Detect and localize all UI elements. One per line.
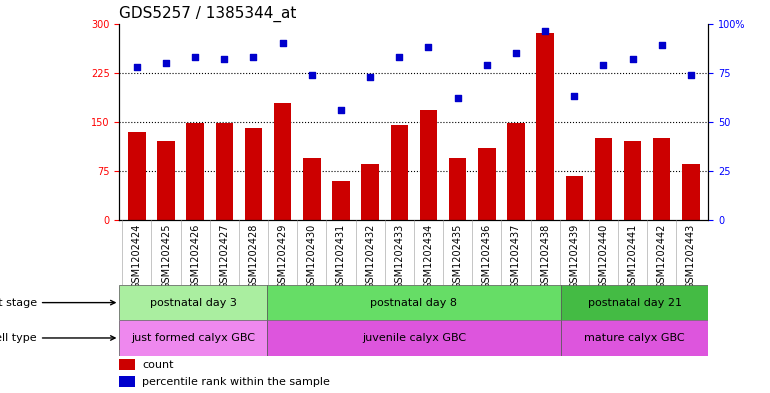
Bar [624, 141, 641, 220]
Point [189, 54, 201, 60]
Bar [507, 123, 524, 220]
Bar [594, 138, 612, 220]
Bar [119, 320, 266, 356]
Bar [361, 164, 379, 220]
Bar [653, 138, 671, 220]
Bar [119, 376, 135, 387]
Bar [565, 176, 583, 220]
Point [539, 28, 551, 35]
Point [480, 62, 493, 68]
Bar [332, 181, 350, 220]
Text: GSM1202435: GSM1202435 [453, 223, 463, 289]
Point [655, 42, 668, 48]
Bar [682, 164, 700, 220]
Bar [266, 285, 561, 320]
Bar [561, 320, 708, 356]
Text: GDS5257 / 1385344_at: GDS5257 / 1385344_at [119, 6, 296, 22]
Point [160, 60, 172, 66]
Point [451, 95, 464, 101]
Bar [157, 141, 175, 220]
Text: postnatal day 21: postnatal day 21 [588, 298, 681, 308]
Point [276, 40, 289, 46]
Point [335, 107, 347, 113]
Bar [537, 33, 554, 220]
Text: GSM1202437: GSM1202437 [511, 223, 521, 289]
Bar [390, 125, 408, 220]
Text: percentile rank within the sample: percentile rank within the sample [142, 377, 330, 387]
Text: GSM1202443: GSM1202443 [686, 223, 696, 288]
Text: GSM1202424: GSM1202424 [132, 223, 142, 289]
Text: GSM1202441: GSM1202441 [628, 223, 638, 288]
Text: GSM1202430: GSM1202430 [306, 223, 316, 288]
Point [393, 54, 406, 60]
Text: GSM1202429: GSM1202429 [278, 223, 288, 289]
Text: GSM1202434: GSM1202434 [424, 223, 434, 288]
Bar [128, 132, 146, 220]
Text: GSM1202439: GSM1202439 [569, 223, 579, 288]
Text: just formed calyx GBC: just formed calyx GBC [131, 333, 255, 343]
Text: GSM1202442: GSM1202442 [657, 223, 667, 289]
Text: GSM1202433: GSM1202433 [394, 223, 404, 288]
Point [627, 56, 639, 62]
Point [685, 72, 697, 78]
Text: GSM1202425: GSM1202425 [161, 223, 171, 289]
Text: mature calyx GBC: mature calyx GBC [584, 333, 685, 343]
Bar [303, 158, 320, 220]
Point [568, 93, 581, 99]
Bar [420, 110, 437, 220]
Point [422, 44, 434, 50]
Text: GSM1202432: GSM1202432 [365, 223, 375, 289]
Point [598, 62, 610, 68]
Point [131, 64, 143, 70]
Text: GSM1202438: GSM1202438 [540, 223, 550, 288]
Text: GSM1202426: GSM1202426 [190, 223, 200, 289]
Text: juvenile calyx GBC: juvenile calyx GBC [362, 333, 466, 343]
Text: GSM1202440: GSM1202440 [598, 223, 608, 288]
Bar [119, 359, 135, 370]
Point [510, 50, 522, 56]
Bar [216, 123, 233, 220]
Text: GSM1202431: GSM1202431 [336, 223, 346, 288]
Text: GSM1202436: GSM1202436 [482, 223, 492, 288]
Bar [266, 320, 561, 356]
Text: GSM1202427: GSM1202427 [219, 223, 229, 289]
Point [364, 73, 377, 80]
Bar [449, 158, 467, 220]
Point [247, 54, 259, 60]
Text: postnatal day 8: postnatal day 8 [370, 298, 457, 308]
Bar [561, 285, 708, 320]
Text: postnatal day 3: postnatal day 3 [149, 298, 236, 308]
Point [306, 72, 318, 78]
Bar [478, 148, 496, 220]
Bar [274, 103, 291, 220]
Bar [245, 129, 263, 220]
Bar [186, 123, 204, 220]
Bar [119, 285, 266, 320]
Point [218, 56, 230, 62]
Text: development stage: development stage [0, 298, 115, 308]
Text: count: count [142, 360, 174, 370]
Text: GSM1202428: GSM1202428 [249, 223, 259, 289]
Text: cell type: cell type [0, 333, 115, 343]
